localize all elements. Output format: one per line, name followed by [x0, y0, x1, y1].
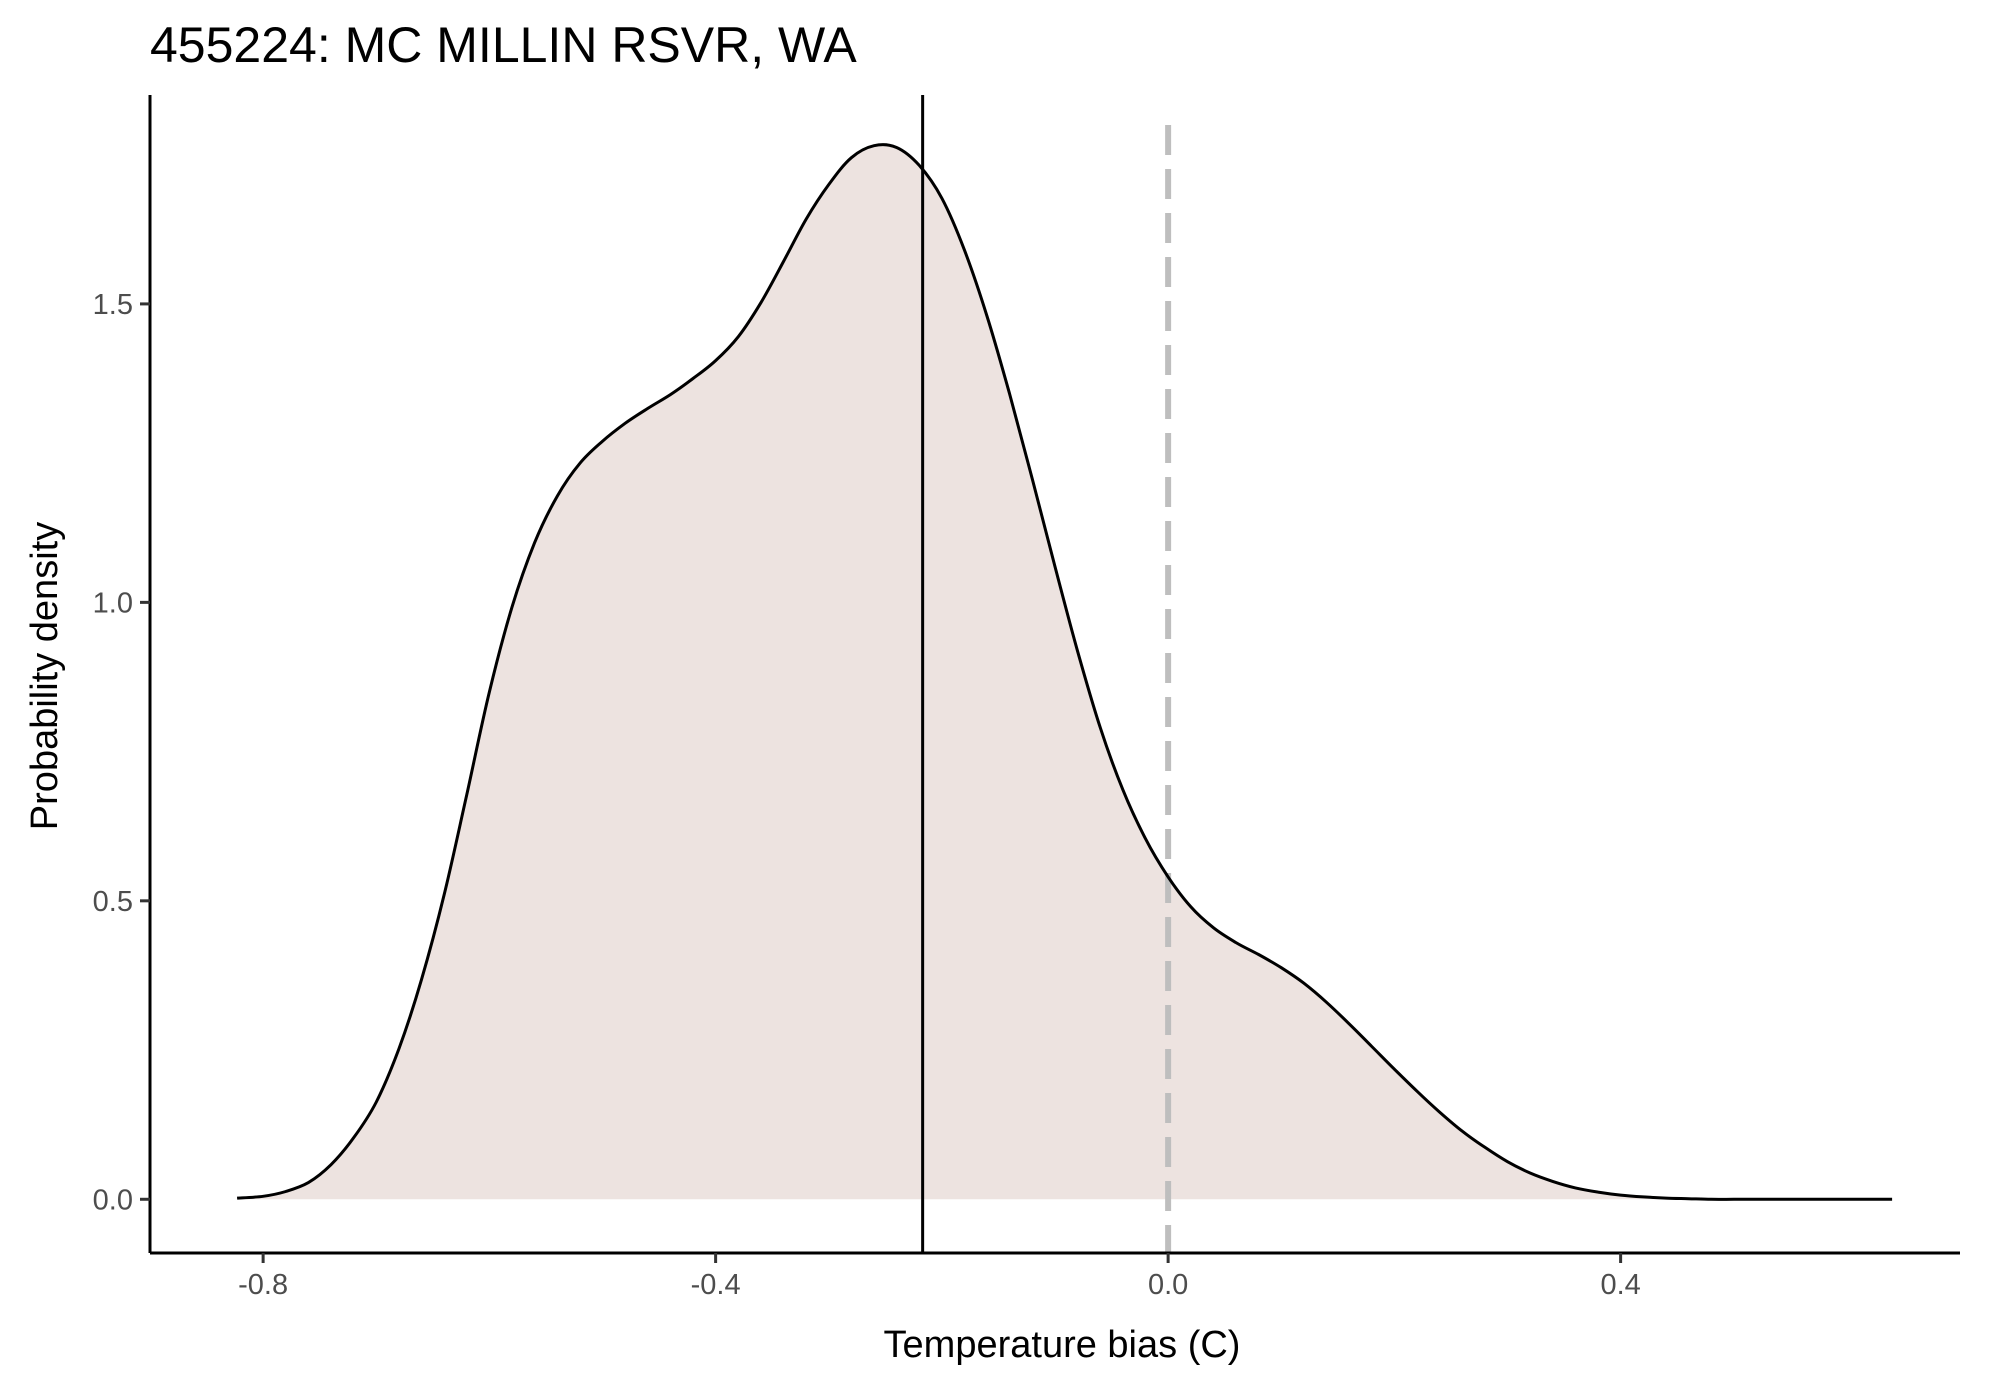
x-axis-ticks: -0.8 -0.4 0.0 0.4	[238, 1253, 1641, 1301]
x-tick-label: -0.4	[691, 1269, 741, 1301]
chart-title: 455224: MC MILLIN RSVR, WA	[150, 17, 857, 73]
x-tick-label: -0.8	[238, 1269, 288, 1301]
density-curve	[236, 143, 1893, 1201]
y-tick-label: 1.0	[93, 587, 133, 619]
x-tick-label: 0.0	[1148, 1269, 1188, 1301]
y-axis-title: Probability density	[24, 522, 66, 830]
y-tick-label: 0.0	[93, 1184, 133, 1216]
density-fill	[237, 144, 1893, 1200]
y-tick-label: 0.5	[93, 886, 133, 918]
x-axis-title: Temperature bias (C)	[884, 1324, 1241, 1366]
plot-area	[236, 95, 1893, 1253]
y-axis-ticks: 0.0 0.5 1.0 1.5	[93, 289, 150, 1216]
y-tick-label: 1.5	[93, 289, 133, 321]
x-tick-label: 0.4	[1600, 1269, 1640, 1301]
